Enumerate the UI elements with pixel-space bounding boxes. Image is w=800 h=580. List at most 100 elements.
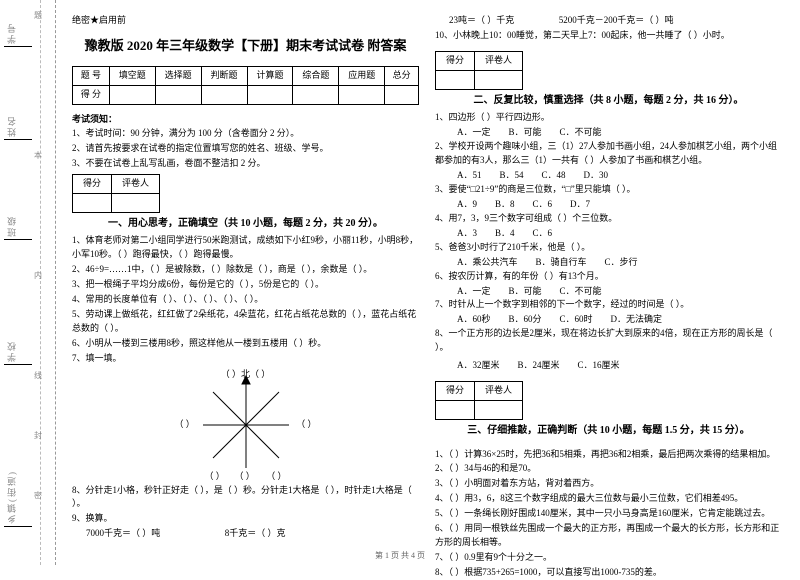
compass-svg xyxy=(191,370,301,480)
row-label: 得 分 xyxy=(73,86,110,105)
c2t2: 5200千克－200千克＝（ ）吨 xyxy=(559,15,674,25)
compass-sw: （ ） xyxy=(205,470,225,484)
m2: 评卷人 xyxy=(475,51,523,70)
mc[interactable] xyxy=(436,70,475,89)
p2q6: 6、按农历计算，有的年份（ ）有13个月。 xyxy=(435,270,782,284)
cell[interactable] xyxy=(247,86,293,105)
p2q5: 5、爸爸3小时行了210千米，他是（ ）。 xyxy=(435,241,782,255)
compass-se: （ ） xyxy=(266,470,286,484)
p1q7: 7、填一填。 xyxy=(72,352,419,366)
p1q9b-l: 8千克＝（ ）克 xyxy=(225,528,286,538)
p2q3o: A．9B．8C．6D．7 xyxy=(435,198,782,212)
th-7: 总分 xyxy=(385,67,419,86)
notice-1: 1、考试时间：90 分钟，满分为 100 分（含卷面分 2 分）。 xyxy=(72,127,419,141)
p2q4: 4、用7，3，9三个数字可组成（ ）个三位数。 xyxy=(435,212,782,226)
cut-xian: 线 xyxy=(34,370,42,381)
bind-label-xingming: 姓名 xyxy=(4,115,18,140)
grader-table-2: 得分评卷人 xyxy=(435,51,523,90)
th-4: 计算题 xyxy=(247,67,293,86)
col2-top: 23吨＝（ ）千克 5200千克－200千克＝（ ）吨 xyxy=(435,14,782,28)
th-2: 选择题 xyxy=(155,67,201,86)
p1q9: 9、换算。 xyxy=(72,512,419,526)
p3q1: 1、（ ）计算36×25时，先把36和5相乘，再把36和2相乘，最后把两次乘得的… xyxy=(435,448,782,462)
cell[interactable] xyxy=(201,86,247,105)
notice-2: 2、请首先按要求在试卷的指定位置填写您的姓名、班级、学号。 xyxy=(72,142,419,156)
score-table: 题 号 填空题 选择题 判断题 计算题 综合题 应用题 总分 得 分 xyxy=(72,66,419,105)
cut-ben: 本 xyxy=(34,150,42,161)
p3q2: 2、（ ）34与46的和是70。 xyxy=(435,462,782,476)
column-left: 绝密★启用前 豫教版 2020 年三年级数学【下册】期末考试试卷 附答案 题 号… xyxy=(64,14,427,565)
mc[interactable] xyxy=(475,70,523,89)
mc[interactable] xyxy=(475,401,523,420)
content: 绝密★启用前 豫教版 2020 年三年级数学【下册】期末考试试卷 附答案 题 号… xyxy=(56,0,800,565)
c2q10: 10、小林晚上10：00睡觉，第二天早上7：00起床，他一共睡了（ ）小时。 xyxy=(435,29,782,43)
mc[interactable] xyxy=(112,193,160,212)
cell[interactable] xyxy=(339,86,385,105)
compass-figure: （ ）北（ ） （ ） （ ） （ ） （ ） （ ） xyxy=(191,370,301,480)
p2q7: 7、时针从上一个数字到相邻的下一个数字，经过的时间是（ ）。 xyxy=(435,298,782,312)
p1q6: 6、小明从一楼到三楼用8秒，照这样他从一楼到五楼用（ ）秒。 xyxy=(72,337,419,351)
th-5: 综合题 xyxy=(293,67,339,86)
cut-ti: 题 xyxy=(34,10,42,21)
th-0: 题 号 xyxy=(73,67,110,86)
binding-strip: 学号 姓名 班级 学校 乡镇(街道) 题 本 内 线 封 密 xyxy=(0,0,56,565)
p2q8: 8、一个正方形的边长是2厘米，现在将边长扩大到原来的4倍，现在正方形的周长是（ … xyxy=(435,327,782,355)
p2q6o: A．一定B．可能C．不可能 xyxy=(435,285,782,299)
cell[interactable] xyxy=(385,86,419,105)
page: 学号 姓名 班级 学校 乡镇(街道) 题 本 内 线 封 密 绝密★启用前 豫教… xyxy=(0,0,800,565)
p1q3: 3、把一根绳子平均分成6份，每份是它的（ ），5份是它的（ ）。 xyxy=(72,278,419,292)
bind-label-xuexiao: 学校 xyxy=(4,340,18,365)
p3q5: 5、（ ）一条绳长刚好围成140厘米，其中一只小马身高是160厘米，它肯定能跳过… xyxy=(435,507,782,521)
compass-w: （ ） xyxy=(175,418,195,432)
score-value-row: 得 分 xyxy=(73,86,419,105)
compass-s: （ ） xyxy=(235,470,255,484)
p1q2: 2、46÷9=……1中，（ ）是被除数，（ ）除数是（ ），商是（ ），余数是（… xyxy=(72,263,419,277)
p1q8: 8、分针走1小格，秒针正好走（ ），是（ ）秒。分针走1大格是（ ），时针走1大… xyxy=(72,484,419,512)
p2q3: 3、要使“□21÷9”的商是三位数，“□”里只能填（ ）。 xyxy=(435,183,782,197)
p3q3: 3、（ ）小明面对着东方站，背对着西方。 xyxy=(435,477,782,491)
compass-e: （ ） xyxy=(296,418,316,432)
grader-table-3: 得分评卷人 xyxy=(435,381,523,420)
grader-table-1: 得分评卷人 xyxy=(72,174,160,213)
th-6: 应用题 xyxy=(339,67,385,86)
p1q9a: 7000千克＝（ ）吨 8千克＝（ ）克 xyxy=(72,527,419,541)
bind-label-xuehao: 学号 xyxy=(4,22,18,47)
bind-label-banji: 班级 xyxy=(4,215,18,240)
p2q1o: A．一定B．可能C．不可能 xyxy=(435,126,782,140)
th-3: 判断题 xyxy=(201,67,247,86)
p2q1: 1、四边形（ ）平行四边形。 xyxy=(435,111,782,125)
cut-nei: 内 xyxy=(34,270,42,281)
part3-title: 三、仔细推敲，正确判断（共 10 小题，每题 1.5 分，共 15 分）。 xyxy=(435,423,782,439)
c2t1: 23吨＝（ ）千克 xyxy=(449,15,514,25)
cell[interactable] xyxy=(155,86,201,105)
mc[interactable] xyxy=(73,193,112,212)
m2: 评卷人 xyxy=(475,382,523,401)
th-1: 填空题 xyxy=(109,67,155,86)
p1q4: 4、常用的长度单位有（ ）、（ ）、（ ）、（ ）、（ ）。 xyxy=(72,293,419,307)
p2q4o: A．3B．4C．6 xyxy=(435,227,782,241)
m1: 得分 xyxy=(73,174,112,193)
p1q9a-l: 7000千克＝（ ）吨 xyxy=(86,528,160,538)
p3q4: 4、（ ）用3，6，8这三个数字组成的最大三位数与最小三位数，它们相差495。 xyxy=(435,492,782,506)
cell[interactable] xyxy=(109,86,155,105)
p2q5o: A．乘公共汽车B．骑自行车C．步行 xyxy=(435,256,782,270)
p2q2: 2、学校开设两个趣味小组，三（1）27人参加书画小组，24人参加棋艺小组，两个小… xyxy=(435,140,782,168)
secret-tag: 绝密★启用前 xyxy=(72,14,419,28)
p2q2o: A．51B．54C．48D．30 xyxy=(435,169,782,183)
compass-north: （ ）北（ ） xyxy=(191,368,301,382)
mc[interactable] xyxy=(436,401,475,420)
m1: 得分 xyxy=(436,382,475,401)
notice-title: 考试须知： xyxy=(72,113,419,127)
p3q6: 6、（ ）用同一根铁丝先围成一个最大的正方形，再围成一个最大的长方形，长方形和正… xyxy=(435,522,782,550)
p2q7o: A．60秒B．60分C．60时D．无法确定 xyxy=(435,313,782,327)
page-footer: 第 1 页 共 4 页 xyxy=(0,550,800,561)
dashed-line xyxy=(40,0,41,565)
cell[interactable] xyxy=(293,86,339,105)
m1: 得分 xyxy=(436,51,475,70)
p2q8o: A．32厘米B．24厘米C．16厘米 xyxy=(435,359,782,373)
part1-title: 一、用心思考，正确填空（共 10 小题，每题 2 分，共 20 分）。 xyxy=(72,216,419,232)
p1q5: 5、劳动课上做纸花，红红做了2朵纸花，4朵蓝花，红花占纸花总数的（ ），蓝花占纸… xyxy=(72,308,419,336)
notice-3: 3、不要在试卷上乱写乱画，卷面不整洁扣 2 分。 xyxy=(72,157,419,171)
cut-feng: 封 xyxy=(34,430,42,441)
m2: 评卷人 xyxy=(112,174,160,193)
